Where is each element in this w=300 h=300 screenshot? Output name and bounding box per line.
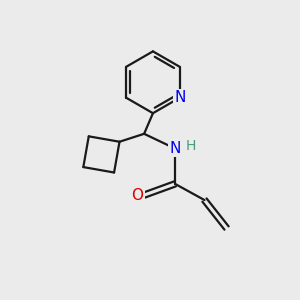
Text: H: H bbox=[185, 139, 196, 153]
Text: N: N bbox=[169, 141, 181, 156]
Text: N: N bbox=[174, 90, 185, 105]
Text: O: O bbox=[131, 188, 143, 203]
